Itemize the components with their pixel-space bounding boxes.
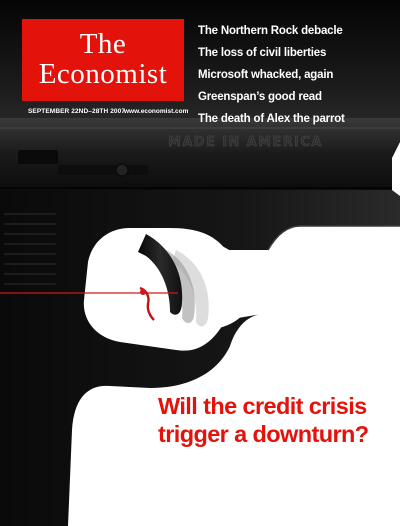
cover-line: Microsoft whacked, again (198, 69, 334, 81)
issue-date: SEPTEMBER 22ND–28TH 2007 (28, 108, 126, 115)
headline-line-2: trigger a downturn? (158, 421, 369, 447)
pistol-frame (0, 190, 400, 526)
cover-line: The Northern Rock debacle (198, 25, 343, 37)
grip-texture (4, 213, 56, 285)
website-url[interactable]: www.economist.com (124, 108, 189, 115)
logo-word-economist: Economist (38, 58, 168, 90)
cover-headline: Will the credit crisis trigger a downtur… (158, 392, 393, 448)
cover-line: Greenspan’s good read (198, 91, 322, 103)
cover-line: The loss of civil liberties (198, 47, 327, 59)
cover-lines: The Northern Rock debacle The loss of ci… (198, 20, 388, 130)
headline-line-1: Will the credit crisis (158, 393, 367, 419)
masthead-logo[interactable]: The Economist (22, 19, 184, 101)
cover-line: The death of Alex the parrot (198, 113, 345, 125)
trigger (138, 234, 183, 315)
slide-catch (18, 150, 58, 164)
logo-word-the: The (79, 28, 127, 60)
